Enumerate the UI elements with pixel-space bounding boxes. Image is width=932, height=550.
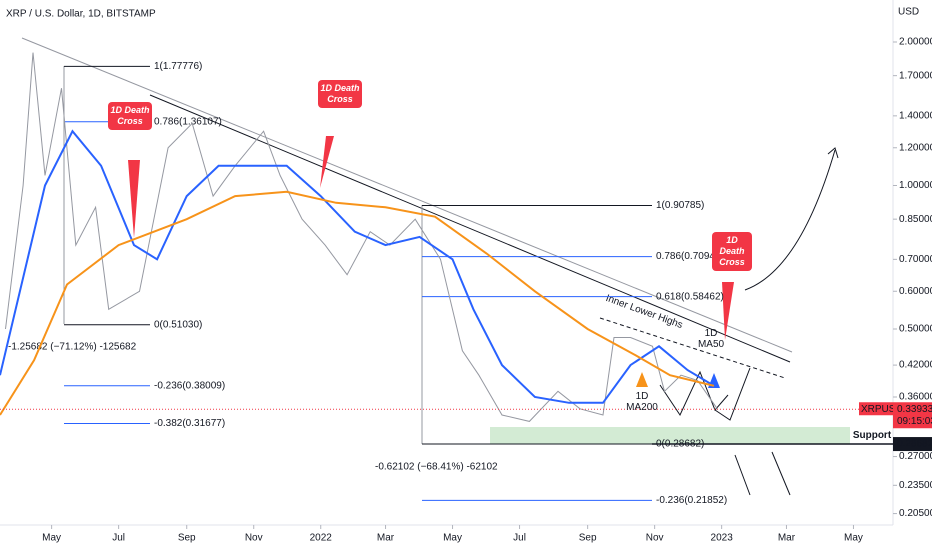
y-tick-label: 0.60000 [899,286,932,297]
fib-label: 0.786(1.36107) [154,116,222,127]
y-tick-label: 0.23500 [899,480,932,491]
arrow-head [827,147,839,159]
fib-label: -0.382(0.31677) [154,418,225,429]
fib-label: 1(0.90785) [656,200,704,211]
trendline [599,317,786,379]
chart-title: XRP / U.S. Dollar, 1D, BITSTAMP [6,9,156,20]
y-tick-label: 0.70000 [899,254,932,265]
y-tick-label: 0.36000 [899,392,932,403]
fib-label: 0(0.51030) [154,319,202,330]
y-tick-label: 0.42000 [899,360,932,371]
last-price-box [859,402,893,416]
x-tick-label: Jul [513,533,526,544]
callout-pointer [320,136,334,188]
x-tick-label: May [443,533,462,544]
drawdown-label: -1.25682 (−71.12%) -125682 [8,342,137,353]
projection-path [714,367,751,421]
fib-label: 1(1.77776) [154,61,202,72]
support-price-box [893,437,932,452]
callout-pointer [722,282,734,340]
trendline [149,94,791,363]
x-tick-label: 2023 [711,533,734,544]
x-tick-label: 2022 [310,533,333,544]
y-tick-label: 1.00000 [899,180,932,191]
ma200-arrow [636,372,648,387]
support-zone [490,427,850,444]
symbol-label: XRPUSD [861,404,903,415]
death-cross-callout: 1D Death Cross [712,232,752,271]
support-price-label: 0.28682 [897,439,932,450]
series-line [5,52,718,422]
callout-pointer [128,160,140,238]
fib-label: -0.236(0.38009) [154,380,225,391]
last-price-box [893,402,932,429]
death-cross-callout: 1D Death Cross [108,102,152,130]
x-tick-label: Nov [646,533,664,544]
ma50-label: 1D MA50 [697,328,725,350]
projection-path [734,451,791,496]
death-cross-callout: 1D Death Cross [318,80,362,108]
x-tick-label: May [844,533,863,544]
series-line [0,129,715,404]
y-tick-label: 1.20000 [899,142,932,153]
fib-label: 0.786(0.70947) [656,251,724,262]
x-tick-label: Sep [178,533,196,544]
x-tick-label: Mar [778,533,796,544]
x-tick-label: Mar [377,533,395,544]
y-tick-label: 0.27000 [899,451,932,462]
y-tick-label: 2.00000 [899,37,932,48]
fib-label: 0.618(0.58462) [656,291,724,302]
x-tick-label: May [42,533,61,544]
trendline [21,37,793,353]
y-tick-label: 1.70000 [899,70,932,81]
countdown-label: 09:15:03 [897,416,932,427]
fib-label: -0.236(0.21852) [656,495,727,506]
y-tick-label: 0.50000 [899,324,932,335]
x-tick-label: Jul [112,533,125,544]
projection-arrow [744,149,836,291]
last-price-label: 0.33933 [897,404,932,415]
x-tick-label: Sep [579,533,597,544]
ma200-label: 1D MA200 [626,391,658,413]
series-line [0,190,715,416]
y-tick-label: 1.40000 [899,110,932,121]
y-tick-label: 0.85000 [899,214,932,225]
drawdown-label: -0.62102 (−68.41%) -62102 [375,462,498,473]
support-label: Support [852,430,892,441]
x-tick-label: Nov [245,533,263,544]
zigzag [659,370,729,417]
y-tick-label: 0.20500 [899,508,932,519]
y-unit: USD [898,7,919,18]
